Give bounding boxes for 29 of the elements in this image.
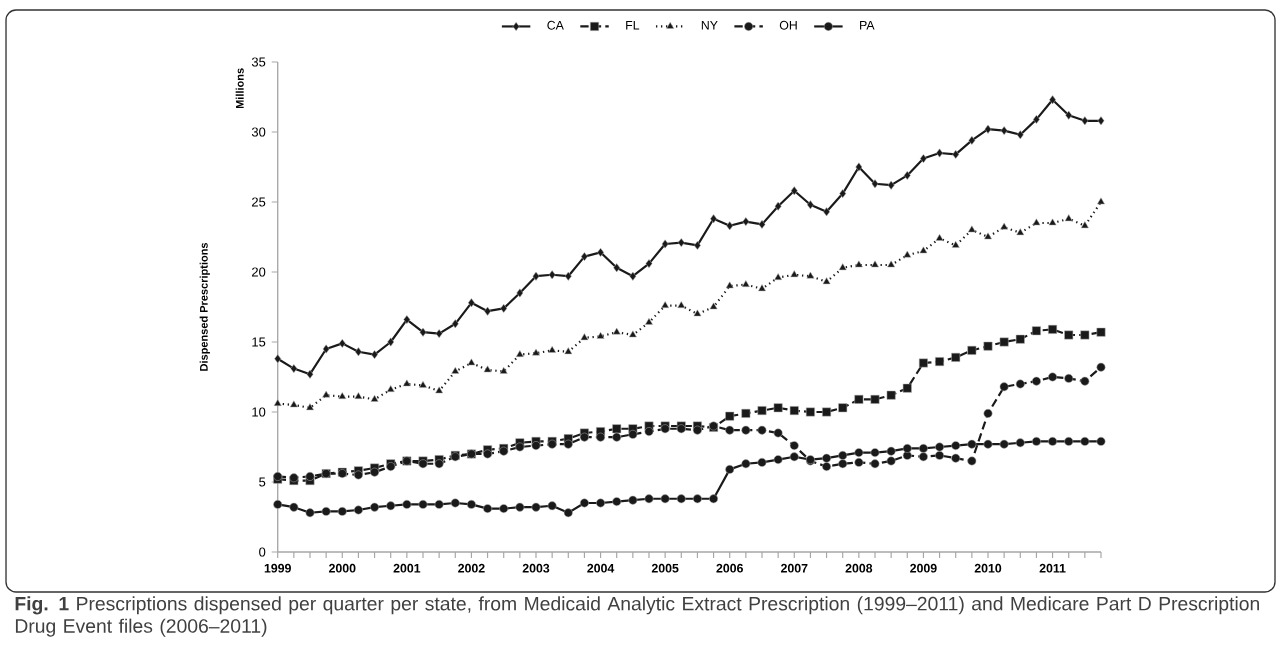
x-tick-label: 2011 — [1039, 563, 1066, 573]
y-tick-label: 15 — [252, 337, 266, 347]
text: Millions — [235, 68, 244, 109]
y-tick-label: 20 — [252, 267, 266, 277]
x-tick-label: 2008 — [845, 563, 873, 573]
x-tick-label: 2004 — [587, 563, 615, 573]
x-tick-label: 2009 — [910, 563, 937, 573]
legend-label: OH — [779, 20, 797, 30]
x-tick-label: 2005 — [651, 563, 679, 573]
legend-label: FL — [626, 20, 640, 30]
x-tick-label: 2010 — [974, 563, 1002, 573]
y-axis-title: Dispensed Prescriptions — [199, 242, 210, 371]
y-tick-label: 10 — [252, 407, 266, 417]
y-tick-label: 30 — [251, 127, 266, 137]
text: Fig. 1 Prescriptions dispensed per quarter per state, from Medicaid Analytic Extract Prescription (1999–2011) and Medicare Part D Prescription Drug Event files (2006–2011) — [15, 596, 1259, 637]
x-tick-label: 2002 — [458, 563, 485, 573]
legend-label: NY — [701, 20, 718, 30]
x-tick-label: 2003 — [522, 563, 550, 573]
y-tick-label: 0 — [259, 547, 266, 557]
legend-label: PA — [860, 20, 875, 30]
legend-label: CA — [547, 20, 564, 30]
x-tick-label: 2000 — [328, 563, 356, 573]
x-tick-label: 1999 — [264, 563, 291, 573]
x-tick-label: 2006 — [716, 563, 743, 573]
y-tick-label: 25 — [252, 197, 266, 207]
y-tick-label: 5 — [259, 477, 266, 487]
x-tick-label: 2001 — [393, 563, 421, 573]
x-tick-label: 2007 — [780, 563, 808, 573]
y-tick-label: 35 — [251, 57, 266, 67]
